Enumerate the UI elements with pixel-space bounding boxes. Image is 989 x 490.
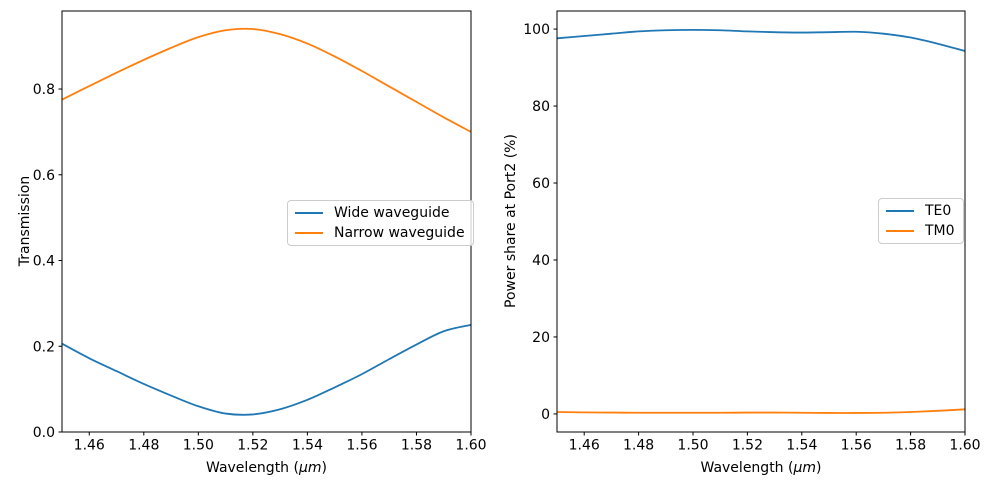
tm0-line: [556, 408, 966, 414]
legend-entry-wide-waveguide: Wide waveguide: [295, 205, 465, 221]
left-yaxis-label: Transmission: [17, 175, 33, 267]
right-yaxis-label: Power share at Port2 (%): [503, 134, 519, 308]
right-x-tick-label: 1.58: [895, 438, 926, 454]
left-x-tick-label: 1.48: [128, 438, 159, 454]
left-y-tick-label: 0.8: [33, 82, 55, 98]
right-x-tick-label: 1.60: [949, 438, 980, 454]
legend-label-te0: TE0: [925, 203, 952, 219]
left-xaxis-label-close: ): [321, 460, 327, 476]
left-x-tick-label: 1.56: [346, 438, 377, 454]
right-x-tick-label: 1.46: [569, 438, 600, 454]
left-x-tick-label: 1.52: [237, 438, 268, 454]
left-x-tick-label: 1.54: [292, 438, 323, 454]
left-x-tick-label: 1.60: [455, 438, 486, 454]
te0-line: [556, 28, 966, 52]
legend-label-narrow-waveguide: Narrow waveguide: [334, 225, 465, 241]
legend-entry-tm0: TM0: [886, 223, 955, 239]
right-y-tick-label: 40: [532, 253, 550, 269]
left-xaxis-label-unit: μm: [298, 460, 322, 476]
right-xaxis-label-close: ): [816, 460, 822, 476]
te0-line-swatch: [886, 210, 914, 212]
wide-waveguide-line: [61, 323, 472, 416]
right-xaxis-label-text: Wavelength (: [700, 460, 794, 476]
right-y-tick-label: 0: [541, 407, 550, 423]
right-x-tick-label: 1.48: [623, 438, 654, 454]
tm0-line-swatch: [886, 230, 914, 232]
left-y-tick-label: 0.4: [33, 254, 55, 270]
right-x-tick-label: 1.50: [677, 438, 708, 454]
legend-entry-te0: TE0: [886, 203, 955, 219]
wide-waveguide-line-swatch: [295, 212, 323, 214]
left-y-tick-label: 0.6: [33, 168, 55, 184]
right-y-tick-label: 60: [532, 176, 550, 192]
narrow-waveguide-line-swatch: [295, 232, 323, 234]
right-x-tick-label: 1.52: [732, 438, 763, 454]
left-x-tick-label: 1.50: [183, 438, 214, 454]
right-xaxis-label: Wavelength (μm): [557, 460, 965, 476]
left-legend: Wide waveguide Narrow waveguide: [287, 200, 474, 246]
left-y-tick-label: 0.2: [33, 339, 55, 355]
left-x-tick-label: 1.46: [74, 438, 105, 454]
right-y-tick-label: 20: [532, 330, 550, 346]
legend-entry-narrow-waveguide: Narrow waveguide: [295, 225, 465, 241]
right-x-tick-label: 1.56: [841, 438, 872, 454]
legend-label-tm0: TM0: [925, 223, 955, 239]
left-x-tick-label: 1.58: [401, 438, 432, 454]
left-xaxis-label-text: Wavelength (: [206, 460, 299, 476]
right-legend: TE0 TM0: [878, 198, 964, 244]
right-axes-frame: [556, 10, 966, 433]
right-y-tick-label: 80: [532, 99, 550, 115]
narrow-waveguide-line: [61, 27, 472, 133]
right-xaxis-label-unit: μm: [793, 460, 817, 476]
right-y-tick-label: 100: [523, 22, 550, 38]
left-y-tick-label: 0.0: [33, 425, 55, 441]
right-x-tick-label: 1.54: [786, 438, 817, 454]
left-xaxis-label: Wavelength (μm): [62, 460, 471, 476]
legend-label-wide-waveguide: Wide waveguide: [334, 205, 450, 221]
